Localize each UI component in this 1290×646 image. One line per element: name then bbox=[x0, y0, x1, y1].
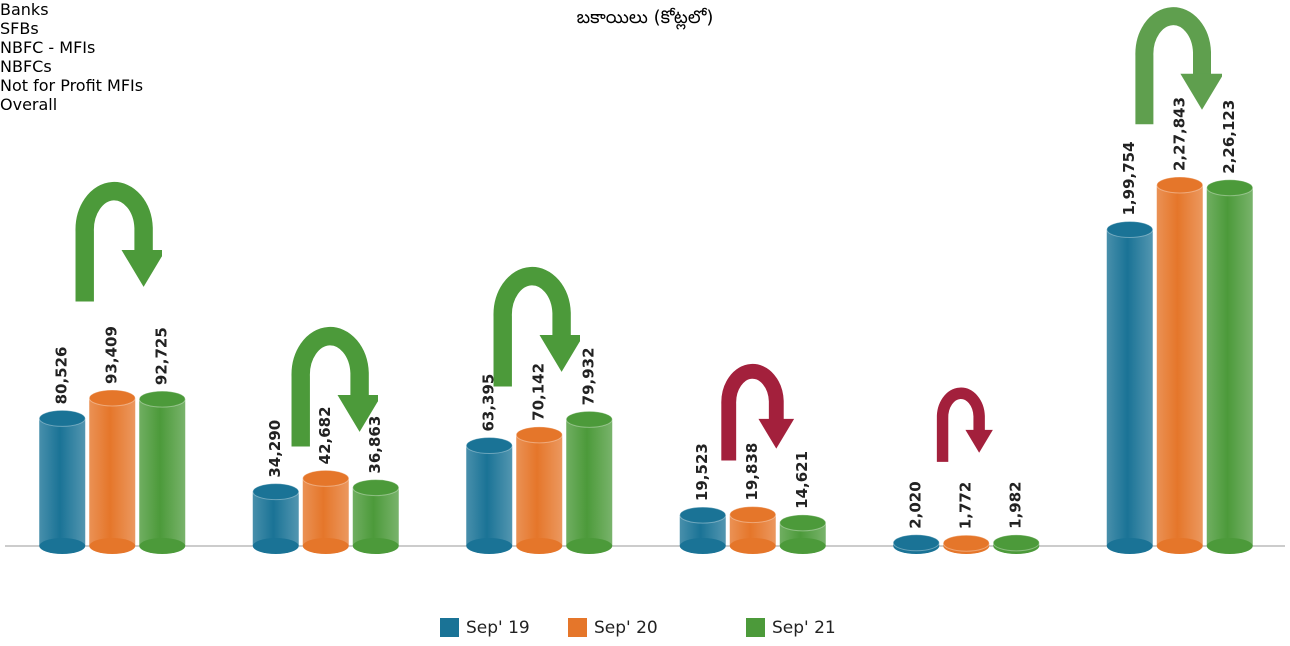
bar-body bbox=[352, 487, 399, 546]
bar-top bbox=[1106, 221, 1154, 239]
bar-bottom bbox=[139, 538, 186, 554]
value-label: 2,020 bbox=[907, 481, 925, 528]
x-tick-label: SFBs bbox=[0, 19, 39, 38]
value-label: 34,290 bbox=[266, 420, 284, 478]
bar bbox=[302, 469, 350, 554]
value-label: 2,27,843 bbox=[1170, 97, 1188, 171]
value-label: 80,526 bbox=[53, 347, 71, 405]
bar-body bbox=[302, 478, 349, 546]
bar-bottom bbox=[89, 538, 136, 554]
bar-top bbox=[679, 506, 727, 524]
x-tick-label: Overall bbox=[0, 95, 58, 114]
bar-bottom bbox=[679, 538, 726, 554]
trend-arrow bbox=[943, 393, 993, 462]
bar-body bbox=[252, 491, 299, 546]
bar-body bbox=[39, 418, 86, 546]
bar-body bbox=[1206, 187, 1253, 546]
bar-bottom bbox=[729, 538, 776, 554]
value-label: 1,772 bbox=[957, 482, 975, 529]
x-tick-label: Not for Profit MFIs bbox=[0, 76, 144, 95]
bar bbox=[465, 437, 513, 554]
bar-top bbox=[38, 409, 86, 427]
bar-top bbox=[1156, 176, 1204, 194]
bar-body bbox=[89, 398, 136, 546]
value-label: 14,621 bbox=[793, 451, 811, 509]
bar-top bbox=[729, 506, 777, 524]
chart-title: బకాయిలు (కోట్లలో) bbox=[577, 7, 714, 30]
x-tick-label: NBFC - MFIs bbox=[0, 38, 96, 57]
bar-bottom bbox=[252, 538, 299, 554]
legend-label: Sep' 19 bbox=[466, 618, 530, 638]
bar bbox=[515, 426, 563, 554]
bar-bottom bbox=[466, 538, 513, 554]
value-label: 19,838 bbox=[743, 443, 761, 501]
bar-body bbox=[139, 399, 186, 546]
trend-arrow bbox=[85, 191, 166, 301]
bar-body bbox=[1156, 185, 1203, 546]
bar-top bbox=[942, 534, 990, 552]
bar bbox=[88, 389, 136, 554]
bar bbox=[892, 534, 940, 554]
bar-bottom bbox=[352, 538, 399, 554]
value-label: 93,409 bbox=[103, 326, 121, 384]
x-tick-label: NBFCs bbox=[0, 57, 52, 76]
bar-bottom bbox=[39, 538, 86, 554]
bar-bottom bbox=[566, 538, 613, 554]
bar-top bbox=[465, 437, 513, 455]
bar-top bbox=[352, 479, 400, 497]
bar bbox=[138, 390, 186, 554]
value-label: 2,26,123 bbox=[1220, 100, 1238, 174]
bar-top bbox=[515, 426, 563, 444]
value-label: 1,982 bbox=[1007, 481, 1025, 528]
bar-body bbox=[516, 434, 563, 546]
bar bbox=[992, 534, 1040, 554]
bar-top bbox=[779, 514, 827, 532]
legend-swatch bbox=[746, 618, 765, 637]
legend-swatch bbox=[440, 618, 459, 637]
bar-bottom bbox=[1206, 538, 1253, 554]
value-label: 70,142 bbox=[530, 363, 548, 421]
bar-body bbox=[1106, 229, 1153, 547]
value-label: 19,523 bbox=[693, 443, 711, 501]
bar bbox=[1156, 176, 1204, 554]
legend-label: Sep' 20 bbox=[594, 618, 658, 638]
bar-top bbox=[138, 390, 186, 408]
bar bbox=[942, 534, 990, 554]
bar-bottom bbox=[779, 538, 826, 554]
bar-bottom bbox=[302, 538, 349, 554]
bar bbox=[1106, 221, 1154, 554]
bar-top bbox=[252, 483, 300, 501]
bar bbox=[779, 514, 827, 554]
bar-top bbox=[565, 410, 613, 428]
bar-top bbox=[1206, 179, 1254, 197]
x-tick-label: Banks bbox=[0, 0, 49, 19]
bar bbox=[729, 506, 777, 554]
value-label: 36,863 bbox=[366, 416, 384, 474]
bar-bottom bbox=[1156, 538, 1203, 554]
value-label: 1,99,754 bbox=[1120, 141, 1138, 215]
bar bbox=[565, 410, 613, 554]
bar bbox=[352, 479, 400, 554]
bar bbox=[38, 409, 86, 554]
bar-top bbox=[302, 469, 350, 487]
bar-bottom bbox=[1106, 538, 1153, 554]
value-label: 79,932 bbox=[580, 347, 598, 405]
bar-body bbox=[466, 445, 513, 546]
bar-top bbox=[88, 389, 136, 407]
trend-arrow bbox=[729, 371, 794, 460]
bar-bottom bbox=[516, 538, 563, 554]
legend-swatch bbox=[568, 618, 587, 637]
bar bbox=[679, 506, 727, 554]
value-label: 63,395 bbox=[480, 374, 498, 432]
bar bbox=[1206, 179, 1254, 554]
value-label: 42,682 bbox=[316, 406, 334, 464]
legend-label: Sep' 21 bbox=[772, 618, 836, 638]
bar-body bbox=[566, 419, 613, 546]
bar-top bbox=[992, 534, 1040, 552]
bar-top bbox=[892, 534, 940, 552]
value-label: 92,725 bbox=[153, 327, 171, 385]
bar bbox=[252, 483, 300, 554]
